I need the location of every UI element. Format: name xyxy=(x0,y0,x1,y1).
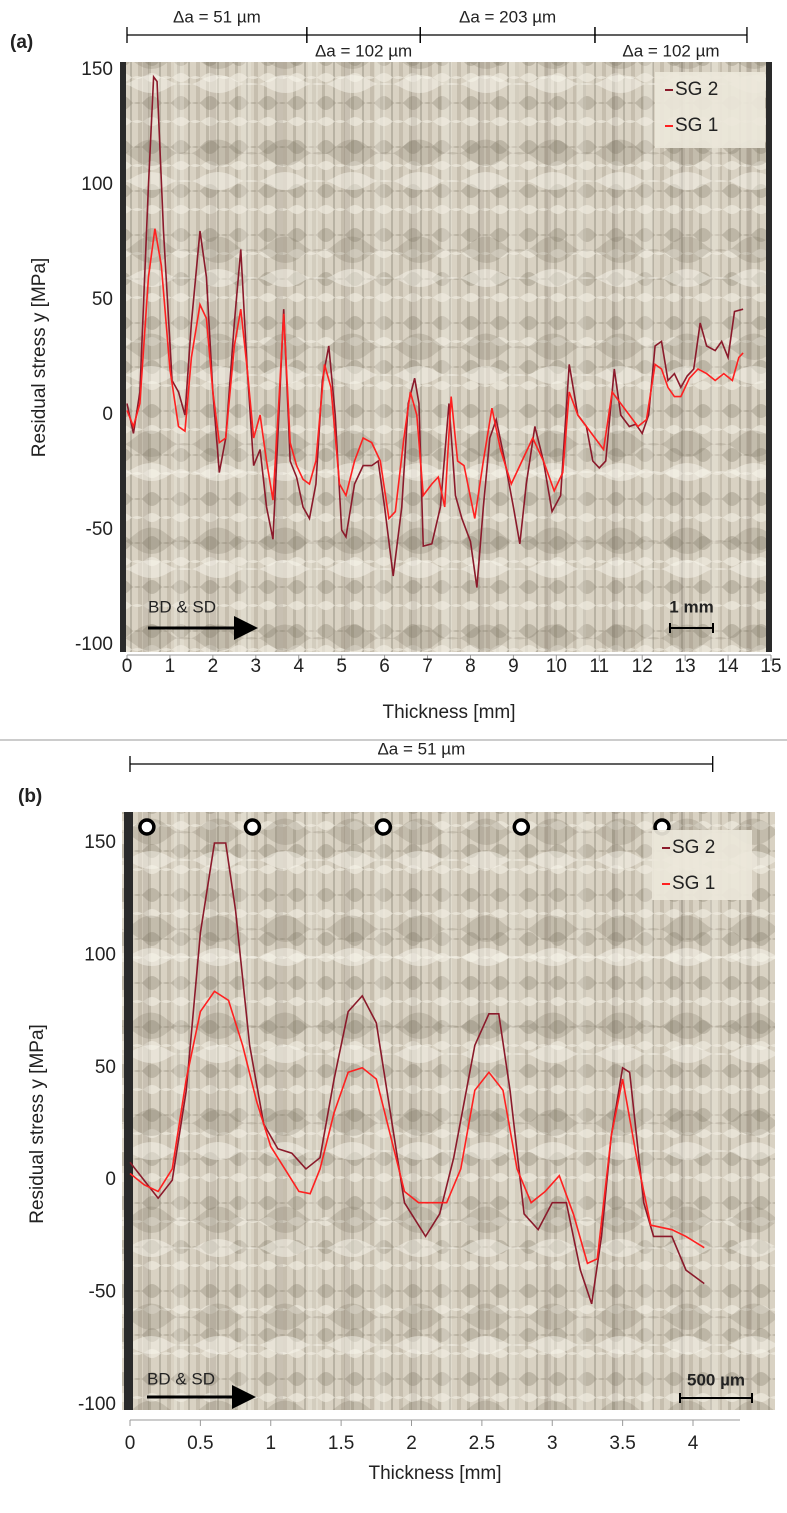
x-tick-label: 2 xyxy=(406,1433,417,1454)
x-tick-label: 5 xyxy=(336,656,347,677)
series-line xyxy=(129,990,705,1265)
legend-box xyxy=(655,72,765,148)
x-tick-label: 2 xyxy=(208,656,219,677)
x-tick-label: 3 xyxy=(547,1433,558,1454)
dimension-label: Δa = 102 µm xyxy=(315,41,412,60)
x-tick-label: 4 xyxy=(688,1433,699,1454)
position-marker xyxy=(374,818,393,836)
y-tick-label: 0 xyxy=(105,1169,116,1190)
x-tick-label: 7 xyxy=(422,656,433,677)
legend-label: SG 1 xyxy=(675,115,718,136)
y-axis-label: Residual stress y [MPa] xyxy=(27,1024,48,1224)
x-tick-label: 3.5 xyxy=(609,1433,635,1454)
position-marker xyxy=(138,818,156,836)
panel-label: (b) xyxy=(18,786,42,807)
direction-label: BD & SD xyxy=(147,1369,215,1388)
dimension-label: Δa = 203 µm xyxy=(459,7,556,26)
x-tick-label: 8 xyxy=(465,656,476,677)
y-tick-label: -100 xyxy=(78,1394,116,1415)
x-tick-label: 9 xyxy=(508,656,519,677)
position-marker xyxy=(512,818,531,836)
micrograph-texture xyxy=(120,62,772,652)
x-tick-label: 0 xyxy=(122,656,133,677)
y-tick-label: -50 xyxy=(89,1282,116,1303)
scale-bar-label: 1 mm xyxy=(669,597,713,616)
legend-label: SG 2 xyxy=(675,79,718,100)
legend-box xyxy=(652,830,752,900)
legend-label: SG 2 xyxy=(672,837,715,858)
x-tick-label: 10 xyxy=(546,656,567,677)
scale-bar-label: 500 µm xyxy=(687,1370,745,1389)
x-tick-label: 14 xyxy=(717,656,739,677)
x-tick-label: 13 xyxy=(675,656,696,677)
x-tick-label: 1 xyxy=(265,1433,276,1454)
x-tick-label: 15 xyxy=(760,656,781,677)
x-tick-label: 1 xyxy=(165,656,176,677)
sample-edge xyxy=(766,62,772,652)
x-tick-label: 0 xyxy=(125,1433,136,1454)
dimension-label: Δa = 102 µm xyxy=(622,41,719,60)
direction-label: BD & SD xyxy=(148,597,216,616)
panel-label: (a) xyxy=(10,32,33,53)
x-tick-label: 1.5 xyxy=(328,1433,354,1454)
sample-edge xyxy=(120,62,126,652)
y-tick-label: 100 xyxy=(81,174,113,195)
x-tick-label: 2.5 xyxy=(469,1433,495,1454)
x-tick-label: 0.5 xyxy=(187,1433,213,1454)
sample-edge xyxy=(124,812,133,1410)
dimension-label: Δa = 51 µm xyxy=(173,7,261,26)
y-tick-label: -50 xyxy=(86,519,113,540)
y-tick-label: 50 xyxy=(92,289,113,310)
dimension-label: Δa = 51 µm xyxy=(377,739,465,758)
position-marker xyxy=(243,818,262,836)
y-tick-label: -100 xyxy=(75,634,113,655)
x-tick-label: 3 xyxy=(251,656,262,677)
x-tick-label: 4 xyxy=(293,656,304,677)
x-tick-label: 12 xyxy=(632,656,653,677)
y-tick-label: 0 xyxy=(102,404,113,425)
x-tick-label: 11 xyxy=(589,656,609,677)
y-tick-label: 150 xyxy=(81,59,113,80)
y-tick-label: 150 xyxy=(84,832,116,853)
x-axis-label: Thickness [mm] xyxy=(382,702,515,723)
series-line xyxy=(126,228,744,521)
legend-label: SG 1 xyxy=(672,873,715,894)
micrograph-texture xyxy=(122,812,775,1410)
y-axis-label: Residual stress y [MPa] xyxy=(29,258,50,458)
y-tick-label: 50 xyxy=(95,1057,116,1078)
y-tick-label: 100 xyxy=(84,944,116,965)
x-tick-label: 6 xyxy=(379,656,390,677)
x-axis-label: Thickness [mm] xyxy=(368,1463,501,1484)
